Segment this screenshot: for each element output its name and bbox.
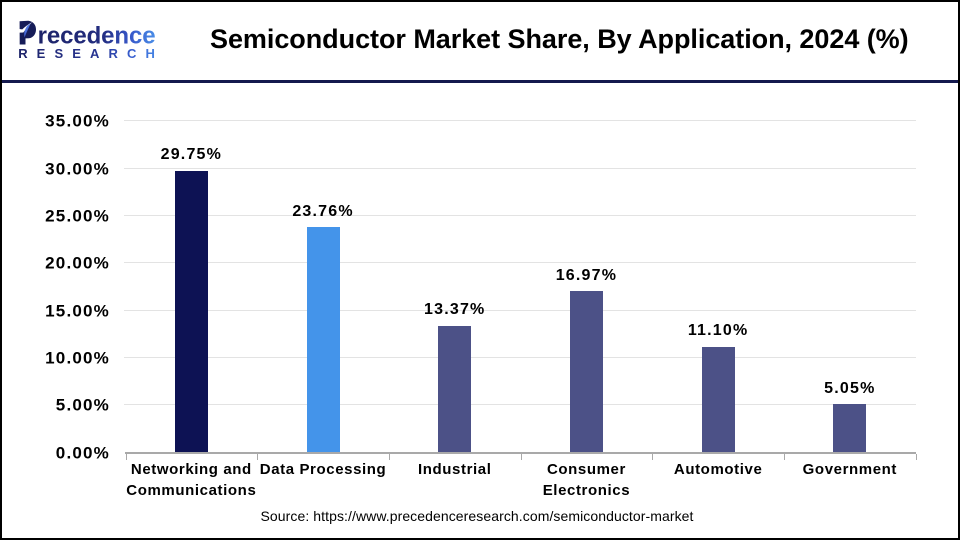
svg-text:recedence: recedence xyxy=(38,22,156,49)
svg-text:RESEARCH: RESEARCH xyxy=(18,46,164,61)
